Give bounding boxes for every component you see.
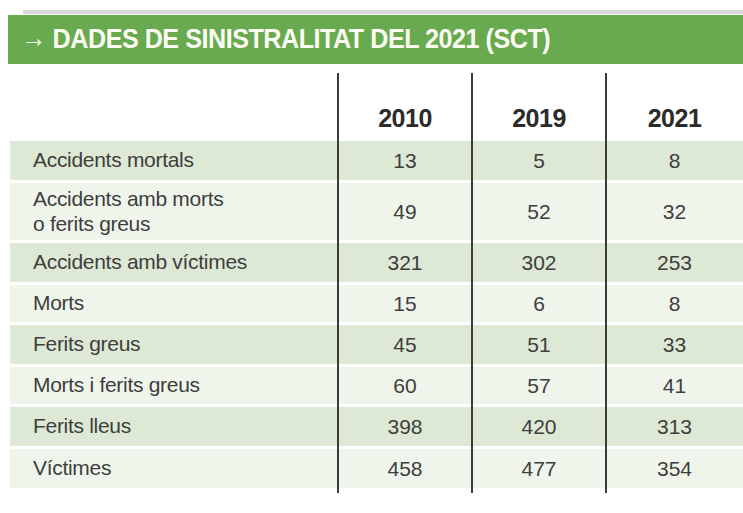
column-divider-1 xyxy=(337,73,339,493)
cell-value: 321 xyxy=(338,243,472,282)
column-header-2019: 2019 xyxy=(472,73,606,141)
cell-value: 420 xyxy=(472,407,606,446)
cell-value: 60 xyxy=(338,367,472,404)
row-label: Accidents mortals xyxy=(10,141,338,180)
cell-value: 41 xyxy=(606,367,743,404)
cell-value: 49 xyxy=(338,183,472,240)
cell-value: 51 xyxy=(472,325,606,364)
row-label: Víctimes xyxy=(10,449,338,488)
cell-value: 5 xyxy=(472,141,606,180)
column-header-2010: 2010 xyxy=(338,73,472,141)
cell-value: 8 xyxy=(606,141,743,180)
table-row: Accidents amb víctimes 321 302 253 xyxy=(10,243,743,282)
top-divider-rule xyxy=(23,10,743,14)
data-table: 2010 2019 2021 Accidents mortals 13 5 8 … xyxy=(10,73,743,488)
row-label: Ferits greus xyxy=(10,325,338,364)
cell-value: 13 xyxy=(338,141,472,180)
title-inner: → DADES DE SINISTRALITAT DEL 2021 (SCT) xyxy=(21,25,550,54)
arrow-right-icon: → xyxy=(21,25,46,54)
table-row: Ferits lleus 398 420 313 xyxy=(10,407,743,446)
header-empty-cell xyxy=(10,73,338,141)
cell-value: 398 xyxy=(338,407,472,446)
cell-value: 253 xyxy=(606,243,743,282)
column-header-2021: 2021 xyxy=(606,73,743,141)
cell-value: 45 xyxy=(338,325,472,364)
cell-value: 6 xyxy=(472,285,606,322)
table-row: Accidents mortals 13 5 8 xyxy=(10,141,743,180)
infographic-table: → DADES DE SINISTRALITAT DEL 2021 (SCT) … xyxy=(0,0,743,513)
cell-value: 477 xyxy=(472,449,606,488)
cell-value: 32 xyxy=(606,183,743,240)
cell-value: 313 xyxy=(606,407,743,446)
table-row: Víctimes 458 477 354 xyxy=(10,449,743,488)
page-title: DADES DE SINISTRALITAT DEL 2021 (SCT) xyxy=(53,26,551,53)
row-label: Accidents amb morts o ferits greus xyxy=(10,183,338,240)
table-row: Morts 15 6 8 xyxy=(10,285,743,322)
column-divider-2 xyxy=(471,73,473,493)
cell-value: 354 xyxy=(606,449,743,488)
title-bar: → DADES DE SINISTRALITAT DEL 2021 (SCT) xyxy=(8,15,743,64)
table-header-row: 2010 2019 2021 xyxy=(10,73,743,141)
column-divider-3 xyxy=(605,73,607,493)
cell-value: 52 xyxy=(472,183,606,240)
cell-value: 458 xyxy=(338,449,472,488)
row-label: Morts i ferits greus xyxy=(10,367,338,404)
table-row: Accidents amb morts o ferits greus 49 52… xyxy=(10,183,743,240)
cell-value: 57 xyxy=(472,367,606,404)
cell-value: 302 xyxy=(472,243,606,282)
cell-value: 8 xyxy=(606,285,743,322)
table-row: Ferits greus 45 51 33 xyxy=(10,325,743,364)
row-label: Accidents amb víctimes xyxy=(10,243,338,282)
row-label: Morts xyxy=(10,285,338,322)
cell-value: 15 xyxy=(338,285,472,322)
cell-value: 33 xyxy=(606,325,743,364)
table-row: Morts i ferits greus 60 57 41 xyxy=(10,367,743,404)
row-label: Ferits lleus xyxy=(10,407,338,446)
